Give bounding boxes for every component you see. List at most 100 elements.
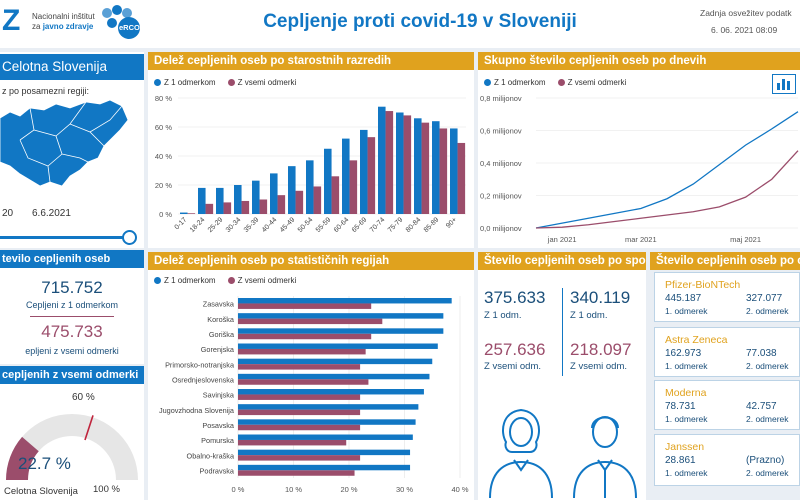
age-ytick-label: 40 %: [155, 152, 172, 161]
age-chart-title: Delež cepljenih oseb po starostnih razre…: [148, 52, 474, 70]
region-bar-first: [238, 404, 419, 410]
age-bar-chart: 0 % 20 % 40 % 60 % 80 % 0-17 18-24 25-29 30-34 35…: [155, 94, 466, 234]
age-bar-full: [223, 202, 232, 214]
region-hbar-chart: 0 % 10 % 20 % 30 % 40 % Zasavska Koroška Gorišk…: [159, 296, 469, 494]
legend-item-full[interactable]: Z vsemi odmerki: [227, 78, 296, 87]
age-bar-full: [439, 128, 448, 214]
age-bar-first: [198, 187, 206, 214]
age-bar-full: [205, 203, 214, 214]
gauge-target-label: 60 %: [72, 392, 95, 403]
age-category-label: 60-64: [333, 216, 351, 234]
age-category-label: 55-59: [315, 216, 333, 234]
age-bar-full: [331, 176, 340, 214]
age-bar-first: [450, 128, 458, 214]
age-category-label: 75-79: [387, 216, 405, 234]
age-ytick-label: 80 %: [155, 94, 172, 103]
region-bar-first: [238, 343, 438, 349]
vaccine-moderna-dose2-value: 42.757: [746, 401, 777, 412]
region-category-label: Obalno-kraška: [187, 451, 235, 460]
region-bar-full: [238, 379, 369, 385]
totals-title: tevilo cepljenih oseb: [0, 250, 144, 268]
chart-type-toggle-button[interactable]: [772, 74, 796, 94]
region-bar-full: [238, 439, 347, 446]
legend-label-first: Z 1 odmerkom: [164, 78, 216, 87]
region-category-label: Zasavska: [203, 300, 235, 309]
region-bar-full: [238, 424, 361, 431]
age-chart-panel: Delež cepljenih oseb po starostnih razre…: [148, 52, 474, 248]
region-category-label: Pomurska: [201, 436, 235, 445]
date-range-end: 6.6.2021: [32, 208, 71, 219]
total-first-dose-label: Cepljeni z 1 odmerkom: [25, 300, 119, 310]
region-xtick-label: 10 %: [285, 485, 302, 494]
daily-ytick-label: 0,2 milijonov: [480, 192, 522, 201]
vaccine-janssen-dose2-label: 2. odmerek: [746, 468, 789, 478]
daily-xtick-label: mar 2021: [625, 235, 657, 244]
female-full-label: Z vsemi odm.: [484, 361, 542, 372]
last-update-value: 6. 06. 2021 08:09: [711, 25, 778, 35]
age-category-label: 80-84: [405, 216, 423, 234]
date-slider-handle[interactable]: [122, 230, 137, 245]
age-bar-full: [241, 200, 250, 214]
age-bar-first: [180, 212, 188, 214]
totals-divider: [30, 316, 114, 317]
date-slider-track[interactable]: [0, 236, 130, 239]
legend-item-region-first[interactable]: Z 1 odmerkom: [154, 276, 216, 285]
region-bar-full: [238, 318, 383, 325]
female-full-value: 257.636: [484, 340, 546, 359]
daily-chart-title: Skupno število cepljenih oseb po dnevih: [478, 52, 800, 70]
daily-line-first: [535, 111, 799, 229]
legend-item-daily-full[interactable]: Z vsemi odmerki: [557, 78, 627, 87]
age-bar-full: [259, 199, 268, 214]
region-bar-first: [238, 449, 411, 456]
vaccine-astra-dose2-label: 2. odmerek: [746, 361, 789, 371]
age-bar-first: [360, 129, 368, 214]
vaccine-pfizer-dose1-value: 445.187: [665, 293, 702, 304]
legend-item-region-full[interactable]: Z vsemi odmerki: [227, 276, 297, 285]
age-bar-full: [277, 195, 286, 214]
date-range-start: 20: [2, 208, 14, 219]
region-chart-panel: Delež cepljenih oseb po statističnih reg…: [148, 252, 474, 500]
region-xtick-label: 0 %: [232, 485, 245, 494]
sex-panel-title: Število cepljenih oseb po spolu: [478, 252, 646, 270]
age-category-label: 45-49: [279, 216, 297, 234]
region-title: Celotna Slovenija: [0, 54, 144, 80]
region-bar-first: [238, 389, 424, 395]
legend-item-daily-first[interactable]: Z 1 odmerkom: [484, 78, 546, 87]
age-chart-legend: Z 1 odmerkom Z vsemi odmerki: [154, 78, 296, 87]
sex-divider: [562, 288, 563, 376]
vaccine-pfizer-dose1-label: 1. odmerek: [665, 306, 708, 316]
erco-label: eRCO: [119, 23, 140, 32]
region-bar-first: [238, 464, 411, 471]
daily-chart-panel: Skupno število cepljenih oseb po dnevih …: [478, 52, 800, 248]
region-category-label: Koroška: [207, 315, 235, 324]
age-bar-full: [403, 115, 412, 214]
region-bar-first: [238, 328, 444, 334]
vaccine-panel: Število cepljenih oseb po cepivu Pfizer-…: [650, 252, 800, 500]
age-bar-first: [288, 166, 296, 214]
daily-chart-legend: Z 1 odmerkom Z vsemi odmerki: [484, 78, 626, 87]
institute-prefix: za: [32, 22, 41, 31]
male-full-value: 218.097: [570, 340, 632, 359]
gauge-background-arc: [6, 414, 138, 480]
vaccine-name-moderna: Moderna: [665, 387, 707, 399]
region-xtick-label: 30 %: [396, 485, 413, 494]
age-bar-first: [216, 187, 224, 214]
legend-item-first[interactable]: Z 1 odmerkom: [154, 78, 216, 87]
region-bar-full: [238, 364, 361, 370]
slovenia-map[interactable]: [0, 96, 140, 196]
daily-line-full: [535, 150, 799, 229]
region-bar-full: [238, 348, 366, 355]
legend-label-daily-full: Z vsemi odmerki: [567, 78, 627, 87]
age-bar-full: [349, 160, 358, 214]
age-ytick-label: 60 %: [155, 123, 172, 132]
daily-line-chart: 0,0 milijonov 0,2 milijonov 0,4 milijonov 0…: [480, 94, 799, 244]
coverage-gauge: [6, 414, 138, 480]
vaccine-card-astra: Astra Zeneca 162.973 1. odmerek 77.038 2…: [654, 327, 800, 377]
age-category-label: 50-54: [297, 216, 315, 234]
region-bar-full: [238, 303, 372, 309]
legend-label-region-full: Z vsemi odmerki: [237, 276, 297, 285]
region-category-label: Goriška: [209, 330, 235, 339]
daily-ytick-label: 0,4 milijonov: [480, 159, 522, 168]
vaccine-astra-dose1-label: 1. odmerek: [665, 361, 708, 371]
age-category-label: 70-74: [369, 216, 387, 234]
